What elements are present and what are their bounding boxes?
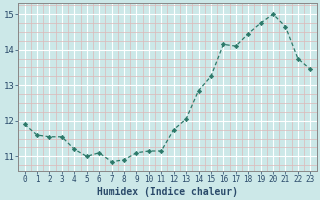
X-axis label: Humidex (Indice chaleur): Humidex (Indice chaleur) <box>97 186 238 197</box>
